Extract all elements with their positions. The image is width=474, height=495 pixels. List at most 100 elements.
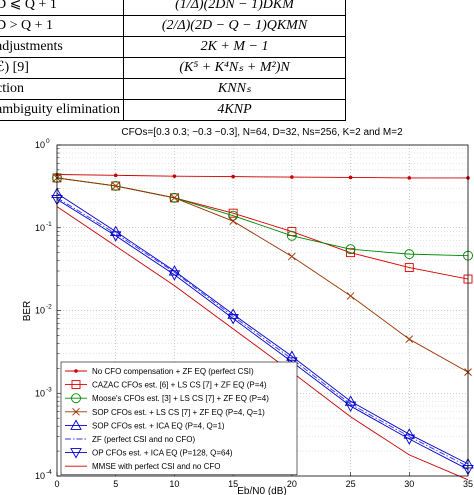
series-0 — [55, 172, 470, 180]
legend-label: CAZAC CFOs est. [6] + LS CS [7] + ZF EQ … — [92, 381, 267, 390]
series-line — [56, 197, 469, 467]
data-point — [74, 369, 78, 373]
data-point — [345, 244, 356, 255]
data-point — [71, 393, 81, 404]
data-point — [286, 350, 298, 361]
series-line — [56, 206, 469, 481]
series-5 — [56, 197, 469, 467]
data-point — [111, 181, 121, 191]
data-point — [346, 248, 356, 258]
ber-chart: CFOs=[0.3 0.3; −0.3 −0.3], N=64, D=32, N… — [22, 127, 474, 495]
table-cell-label: ction — [0, 78, 125, 100]
data-point — [407, 176, 412, 180]
table-row: D ⩽ Q + 1 (1/Δ)(2DN − 1)DKM — [0, 0, 346, 16]
data-point — [169, 193, 179, 203]
x-tick-label: 5 — [113, 479, 118, 489]
x-tick-label: 35 — [463, 479, 473, 489]
data-point — [228, 210, 239, 221]
x-tick-label: 20 — [287, 479, 297, 489]
table-cell-value: 4KNP — [123, 99, 346, 121]
data-point — [70, 419, 82, 430]
legend-label: No CFO compensation + ZF EQ (perfect CSI… — [92, 367, 254, 376]
series-line — [56, 177, 469, 373]
x-tick-label: 10 — [169, 479, 179, 489]
data-point — [72, 407, 80, 416]
table-row: ℰ) [9] (K⁵ + K⁴Nₛ + M²)N — [0, 57, 346, 79]
table-cell-label: adjustments — [0, 36, 125, 58]
legend-box — [60, 361, 298, 476]
table-cell-value: (1/Δ)(2DN − 1)DKM — [123, 0, 346, 16]
data-point — [404, 263, 414, 273]
series-3 — [53, 174, 472, 376]
data-point — [71, 380, 81, 390]
x-tick-label: 25 — [346, 479, 356, 489]
x-axis-label: Eb/N0 (dB) — [237, 486, 286, 495]
data-point — [344, 401, 357, 412]
x-tick-label: 15 — [228, 479, 238, 489]
table-cell-label: D ⩽ Q + 1 — [0, 0, 125, 16]
x-tick-label: 0 — [54, 479, 59, 489]
y-tick-exponent: -1 — [46, 221, 52, 228]
data-point — [231, 174, 235, 179]
table-cell-value: (2/Δ)(2D − Q − 1)QKMN — [123, 15, 346, 37]
data-point — [229, 217, 237, 226]
data-point — [70, 448, 82, 459]
data-point — [344, 395, 357, 406]
table-row: adjustments 2K + M − 1 — [0, 36, 346, 58]
data-point — [348, 175, 353, 180]
y-tick-label: 10 — [35, 306, 45, 316]
series-line — [56, 174, 468, 179]
y-tick-label: 10 — [35, 223, 45, 233]
y-tick-label: 10 — [35, 471, 45, 481]
complexity-table: D ⩽ Q + 1 (1/Δ)(2DN − 1)DKM D > Q + 1 (2… — [0, 0, 474, 121]
data-point — [286, 230, 297, 241]
data-point — [172, 174, 177, 178]
series-4 — [51, 187, 474, 469]
legend-label: ZF (perfect CSI and no CFO) — [92, 435, 195, 444]
table-cell-value: 2K + M − 1 — [123, 36, 346, 58]
data-point — [109, 231, 122, 242]
y-tick-exponent: -2 — [46, 304, 52, 311]
legend-label: SOP CFOs est. + LS CS [7] + ZF EQ (P=4, … — [92, 408, 265, 417]
y-tick-label: 10 — [35, 140, 45, 150]
series-line — [56, 199, 469, 470]
grid — [57, 145, 468, 476]
table-cell-value: KNNₛ — [123, 78, 346, 100]
y-tick-exponent: -4 — [46, 469, 52, 476]
y-tick-label: 10 — [35, 388, 45, 398]
table-cell-label: ambiguity elimination — [0, 99, 125, 121]
data-point — [227, 314, 239, 325]
series-7 — [56, 206, 469, 481]
y-tick-exponent: -3 — [46, 386, 52, 393]
legend-label: MMSE with perfect CSI and no CFO — [92, 462, 221, 471]
data-point — [404, 249, 415, 260]
data-point — [111, 182, 120, 190]
series-group — [51, 172, 474, 481]
legend-label: SOP CFOs est. + ICA EQ (P=4, Q=1) — [92, 421, 225, 430]
data-point — [169, 192, 180, 203]
data-point — [290, 175, 294, 179]
chart-title: CFOs=[0.3 0.3; −0.3 −0.3], N=64, D=32, N… — [121, 127, 403, 138]
data-point — [168, 270, 181, 281]
data-point — [403, 428, 416, 439]
data-point — [405, 335, 414, 344]
data-point — [288, 252, 296, 261]
y-axis-label: BER — [22, 301, 33, 322]
table-row: ction KNNₛ — [0, 78, 346, 100]
data-point — [346, 292, 355, 300]
table-row: ambiguity elimination 4KNP — [0, 99, 346, 121]
legend-label: OP CFOs est. + ICA EQ (P=128, Q=64) — [92, 449, 233, 458]
data-point — [403, 434, 416, 445]
table-cell-label: ℰ) [9] — [0, 57, 125, 79]
x-tick-label: 30 — [404, 479, 414, 489]
y-tick-exponent: 0 — [46, 138, 50, 145]
data-point — [113, 173, 118, 178]
legend-label: Moose's CFOs est. [3] + LS CS [7] + ZF E… — [92, 394, 269, 403]
legend: No CFO compensation + ZF EQ (perfect CSI… — [60, 361, 298, 476]
table-cell-value: (K⁵ + K⁴Nₛ + M²)N — [123, 57, 346, 79]
data-point — [170, 193, 179, 202]
table-cell-label: D > Q + 1 — [0, 15, 125, 37]
data-point — [110, 180, 121, 191]
table-row: D > Q + 1 (2/Δ)(2D − Q − 1)QKMN — [0, 15, 346, 37]
